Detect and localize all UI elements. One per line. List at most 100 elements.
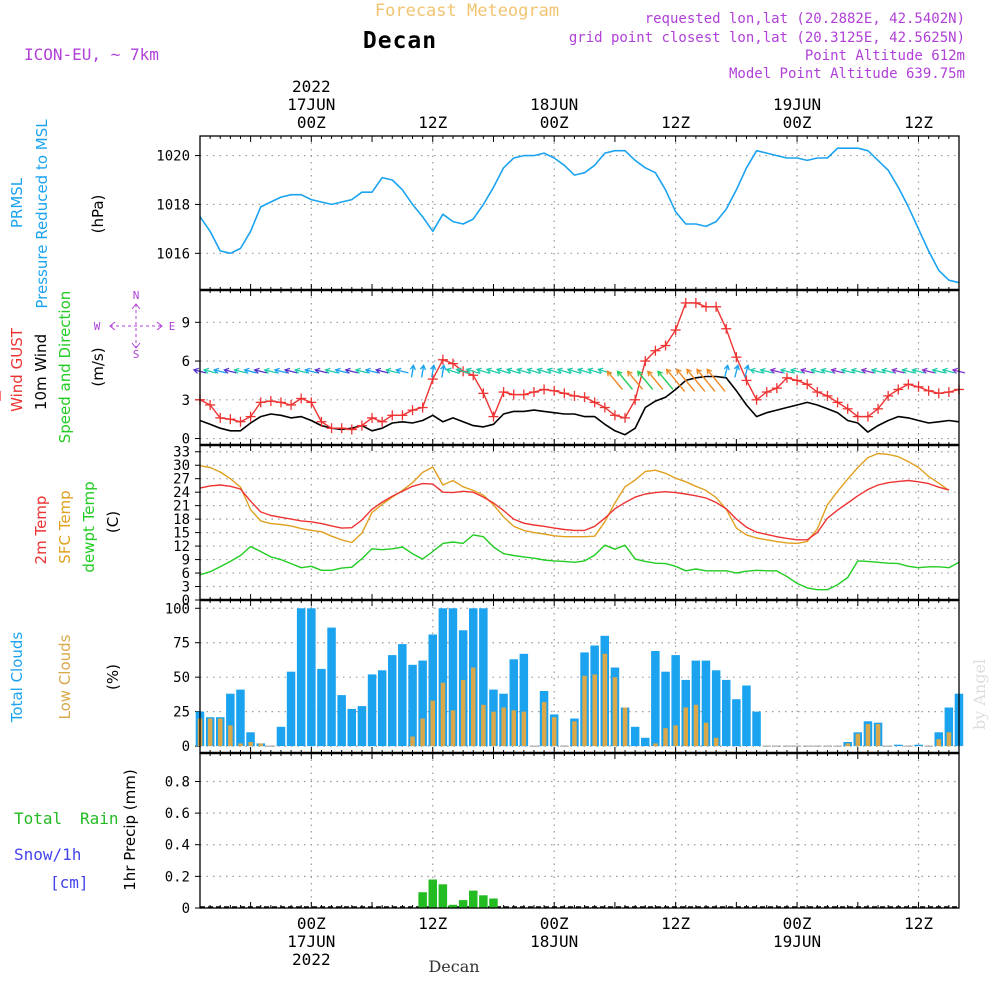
wind-direction-arrow (396, 369, 409, 374)
low-cloud-bar (653, 743, 658, 747)
t2m-line (199, 479, 950, 541)
wind-direction-arrow (790, 369, 804, 374)
wind-direction-arrow (922, 369, 935, 374)
low-cloud-bar (460, 679, 466, 747)
wind-direction-arrow (912, 369, 925, 374)
wind-arrow-head (314, 367, 321, 374)
bottom-time-label: 00Z (783, 914, 812, 933)
wind-arrow-head (686, 368, 692, 375)
compass-rose: N S W E (94, 289, 176, 361)
wind-arrow-head (475, 367, 482, 374)
wind-arrow-head (743, 364, 751, 371)
wind-direction-arrow (305, 369, 318, 374)
low-cloud-bar (440, 682, 446, 747)
total-cloud-bar (722, 679, 731, 747)
total-cloud-bar (236, 689, 245, 747)
y-tick-label: 0 (182, 593, 190, 609)
total-cloud-bar (509, 659, 518, 747)
y-tick-label: 27 (173, 472, 190, 488)
wind-arrow-head (526, 367, 533, 374)
wind-arrow-head (409, 364, 417, 371)
wind-arrow-head (951, 367, 958, 374)
wind-direction-arrow (801, 369, 814, 374)
wind-arrow-head (911, 367, 918, 374)
wind-gust-label: Wind GUST (8, 327, 26, 412)
low-cloud-bar (703, 722, 709, 747)
pressure-msl-label: Pressure Reduced to MSL (33, 119, 51, 309)
total-cloud-bar (894, 744, 903, 747)
total-cloud-bar (307, 608, 316, 747)
wind-direction-arrow (780, 369, 794, 374)
y-tick-label: 24 (173, 485, 190, 501)
y-tick-label: 9 (182, 553, 190, 569)
wind-arrow-head (485, 367, 492, 374)
panels: 1016101810200369036912151821242730330255… (0, 135, 966, 917)
wind-direction-arrow (851, 369, 864, 374)
low-cloud-bar (713, 737, 719, 747)
top-time-label: 12Z (904, 113, 933, 132)
bottom-time-label: 2022 (292, 950, 331, 969)
wind-direction-arrow (375, 369, 389, 374)
wind-arrow-head (606, 370, 613, 377)
precip-unit-label: 1hr Precip (mm) (121, 769, 139, 890)
speed-direction-label: Speed and Direction (56, 291, 74, 444)
rain-bar (458, 900, 468, 908)
total-cloud-bar (438, 608, 448, 747)
low-cloud-bar (258, 743, 263, 747)
wind-arrow-head (647, 370, 653, 377)
wind-arrow-head (749, 367, 756, 374)
total-cloud-bar (448, 608, 458, 747)
chart-title: Forecast Meteogram (375, 1, 559, 21)
wind-arrow-head (901, 367, 908, 374)
compass-w: W (94, 320, 101, 333)
low-clouds-label: Low Clouds (56, 634, 74, 719)
low-cloud-bar (946, 732, 952, 747)
low-cloud-bar (845, 743, 850, 747)
total-cloud-bar (347, 708, 356, 747)
wind-direction-arrow (617, 370, 634, 390)
wind-direction-arrow (627, 370, 644, 390)
wind-direction-arrow (577, 368, 592, 375)
total-cloud-bar (296, 608, 306, 747)
wind-arrow-head (891, 367, 898, 374)
panel-3: 0 25 50 75 100 (165, 600, 964, 755)
y-tick-label: 0 (182, 432, 190, 448)
wind-arrow-head (395, 367, 402, 374)
wind-arrow-head (445, 367, 452, 374)
total-cloud-bar (701, 660, 711, 747)
y-tick-label: 1020 (156, 149, 190, 165)
compass-n: N (133, 289, 140, 302)
rain-bar (479, 895, 488, 908)
low-cloud-bar (865, 724, 871, 747)
wind-arrow-head (293, 367, 301, 374)
sfc-temp-line (199, 452, 950, 545)
wind-direction-arrow (706, 368, 726, 392)
wind-direction-arrow (547, 368, 561, 375)
wind-direction-arrow (254, 369, 267, 374)
y-tick-label: 0.4 (165, 838, 190, 854)
wind-arrow-head (202, 367, 210, 374)
compass-e-arrow (156, 321, 163, 331)
total-cloud-bar (367, 674, 377, 747)
total-cloud-bar (418, 660, 427, 747)
low-cloud-bar (430, 700, 435, 747)
bottom-time-label: 00Z (297, 914, 326, 933)
top-time-label: 00Z (297, 113, 326, 132)
panel-frame (199, 135, 960, 291)
footer-label: Decan (428, 957, 479, 976)
top-time-label: 2022 (292, 77, 331, 96)
y-tick-label: 75 (173, 636, 190, 652)
wind-arrow-head (723, 364, 730, 371)
side-labels: PRMSL Pressure Reduced to MSL (hPa) Wind GU… (8, 119, 175, 892)
total-cloud-bar (357, 706, 367, 747)
low-cloud-bar (248, 742, 253, 747)
wind-direction-arrow (410, 365, 415, 378)
low-cloud-bar (602, 653, 608, 747)
total-cloud-bar (377, 670, 387, 747)
celsius-unit-label: (C) (104, 511, 122, 533)
y-tick-label: 30 (173, 458, 190, 474)
total-cloud-bar (276, 726, 286, 747)
wind-direction-arrow (744, 365, 749, 378)
